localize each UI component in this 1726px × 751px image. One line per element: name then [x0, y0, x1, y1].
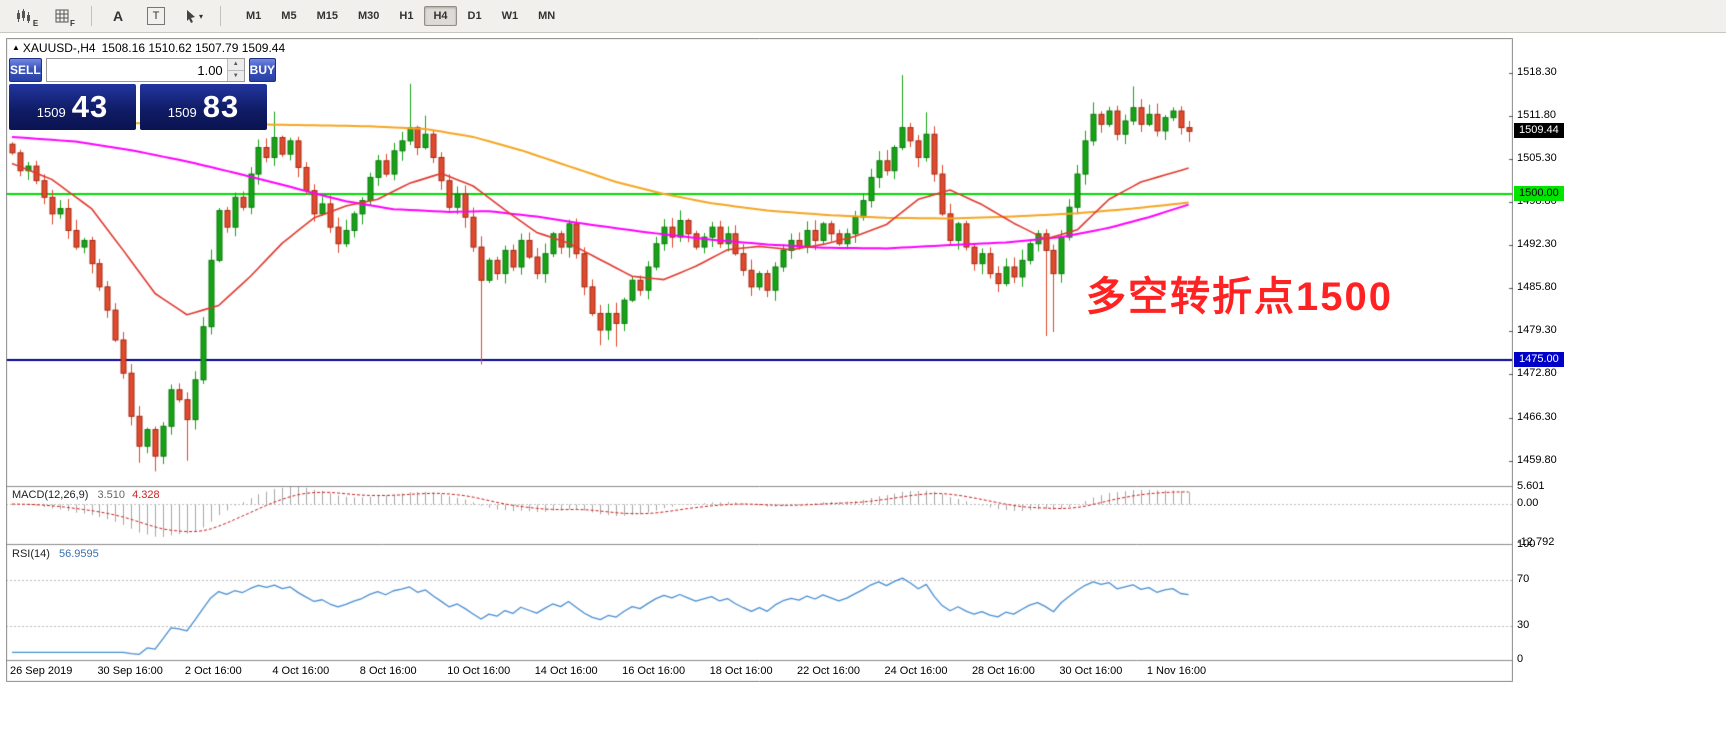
timeframe-button-h4[interactable]: H4	[424, 6, 457, 26]
rsi-indicator-label: RSI(14) 56.9595	[12, 548, 99, 560]
sell-price-pips: 43	[71, 89, 109, 124]
rsi-axis-label: 70	[1517, 572, 1530, 585]
price-axis-label: 1485.80	[1517, 281, 1557, 294]
volume-increase-button[interactable]: ▲	[227, 59, 244, 71]
text-label-tool-button[interactable]: A	[100, 1, 136, 31]
textbox-tool-icon: T	[147, 7, 165, 25]
price-axis-label: 1505.30	[1517, 151, 1557, 164]
hline-price-tag[interactable]: 1475.00	[1514, 351, 1564, 367]
buy-price-integer: 1509	[167, 104, 197, 120]
cursor-arrow-icon	[186, 10, 195, 23]
candlestick-chart-icon	[16, 8, 30, 23]
price-axis-label: 1472.80	[1517, 367, 1557, 380]
volume-input[interactable]	[46, 59, 227, 81]
macd-main-value: 3.510	[97, 489, 126, 501]
one-click-trade-panel: SELL ▲ ▼ BUY 1509 43 1509 83	[9, 58, 277, 130]
current-price-tag: 1509.44	[1514, 123, 1564, 139]
volume-spinner: ▲ ▼	[226, 59, 244, 81]
buy-price-display[interactable]: 1509 83	[140, 84, 267, 130]
timeframe-button-m5[interactable]: M5	[281, 10, 297, 22]
rsi-name: RSI(14)	[12, 548, 50, 560]
grid-window-button[interactable]: F	[47, 1, 83, 31]
rsi-axis-label: 100	[1517, 538, 1536, 550]
charts-window-button[interactable]: E	[9, 1, 45, 31]
text-box-tool-button[interactable]: T	[138, 1, 174, 31]
chart-canvas[interactable]	[6, 38, 1513, 682]
rsi-axis-label: 0	[1517, 653, 1524, 665]
price-axis-label: 1518.30	[1517, 65, 1557, 78]
chart-e-label: E	[32, 19, 39, 28]
ohlc-values: 1508.16 1510.62 1507.79 1509.44	[101, 41, 286, 55]
volume-decrease-button[interactable]: ▼	[227, 70, 244, 81]
price-axis-label: 1479.30	[1517, 324, 1557, 337]
timeframe-button-d1[interactable]: D1	[467, 10, 482, 22]
macd-signal-value: 4.328	[132, 489, 160, 501]
symbol-header: ▲ XAUUSD-,H4 1508.16 1510.62 1507.79 1509.…	[12, 41, 285, 55]
timeframe-button-m15[interactable]: M15	[316, 10, 338, 22]
cursor-tool-button[interactable]: ▾	[176, 1, 212, 31]
timeframe-button-group: M1 M5 M15 M30 H1 H4 D1 W1 MN	[236, 6, 565, 26]
hline-price-tag[interactable]: 1500.00	[1514, 185, 1564, 201]
price-axis-label: 1466.30	[1517, 410, 1557, 423]
grid-icon	[55, 9, 69, 23]
sell-price-display[interactable]: 1509 43	[9, 84, 136, 130]
toolbar-separator	[91, 6, 92, 26]
macd-axis-label: 5.601	[1517, 480, 1545, 492]
sell-price-integer: 1509	[36, 104, 66, 120]
macd-name: MACD(12,26,9)	[12, 489, 89, 501]
chevron-down-icon: ▾	[198, 11, 203, 21]
timeframe-button-h1[interactable]: H1	[399, 10, 414, 22]
price-axis-label: 1492.30	[1517, 238, 1557, 251]
price-axis-label: 1498.80	[1517, 194, 1557, 207]
text-tool-icon: A	[112, 8, 124, 24]
macd-axis-label: 0.00	[1517, 497, 1539, 510]
symbol-name: XAUUSD-,H4	[22, 41, 96, 55]
grid-f-label: F	[70, 19, 75, 28]
macd-axis-label: -12.792	[1517, 536, 1555, 548]
collapse-triangle-icon: ▲	[12, 43, 20, 52]
timeframe-button-w1[interactable]: W1	[501, 10, 519, 22]
rsi-axis-label: 30	[1517, 618, 1530, 631]
price-axis-label: 1511.80	[1517, 108, 1556, 121]
timeframe-button-mn[interactable]: MN	[538, 10, 556, 22]
buy-button[interactable]: BUY	[248, 58, 277, 82]
rsi-value: 56.9595	[58, 548, 99, 560]
timeframe-button-m30[interactable]: M30	[357, 10, 380, 22]
toolbar-separator	[220, 6, 221, 26]
macd-indicator-label: MACD(12,26,9) 3.510 4.328	[12, 489, 160, 501]
price-axis-label: 1459.80	[1517, 453, 1557, 466]
toolbar: E F A T ▾ M1 M5 M15 M30 H1 H4 D1 W1 MN	[0, 0, 1726, 33]
sell-button[interactable]: SELL	[9, 58, 42, 82]
chart-annotation-text[interactable]: 多空转折点1500	[1086, 275, 1393, 319]
timeframe-button-m1[interactable]: M1	[246, 10, 262, 22]
buy-price-pips: 83	[202, 89, 240, 124]
volume-field: ▲ ▼	[45, 58, 245, 82]
